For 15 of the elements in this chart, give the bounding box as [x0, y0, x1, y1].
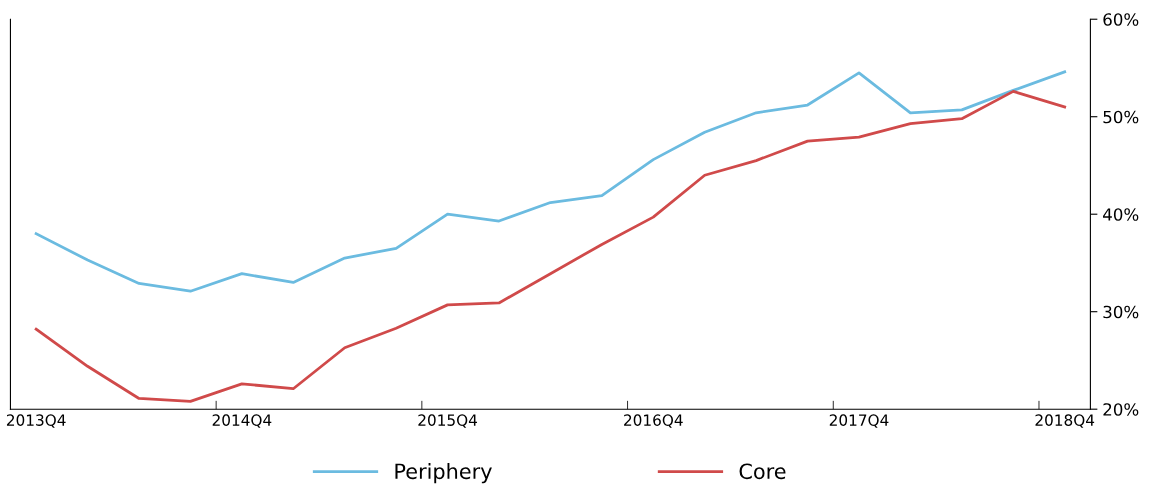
x-tick-label: 2013Q4 [6, 414, 66, 428]
y-tick-label: 50% [1103, 110, 1139, 124]
y-tick-label: 20% [1103, 403, 1139, 416]
y-tick-label: 60% [1103, 13, 1139, 26]
y-tick-label: 30% [1103, 305, 1139, 319]
x-tick-label: 2018Q4 [1035, 414, 1095, 428]
x-tick-label: 2016Q4 [624, 414, 683, 428]
x-tick-label: 2014Q4 [212, 414, 272, 428]
legend-label: Periphery [395, 463, 492, 484]
legend-label: Core [739, 463, 786, 480]
line-series [34, 89, 1067, 403]
x-tick-label: 2015Q4 [418, 414, 478, 428]
y-tick-label: 40% [1103, 208, 1139, 221]
x-tick-label: 2017Q4 [829, 414, 889, 428]
line-series [34, 70, 1067, 293]
